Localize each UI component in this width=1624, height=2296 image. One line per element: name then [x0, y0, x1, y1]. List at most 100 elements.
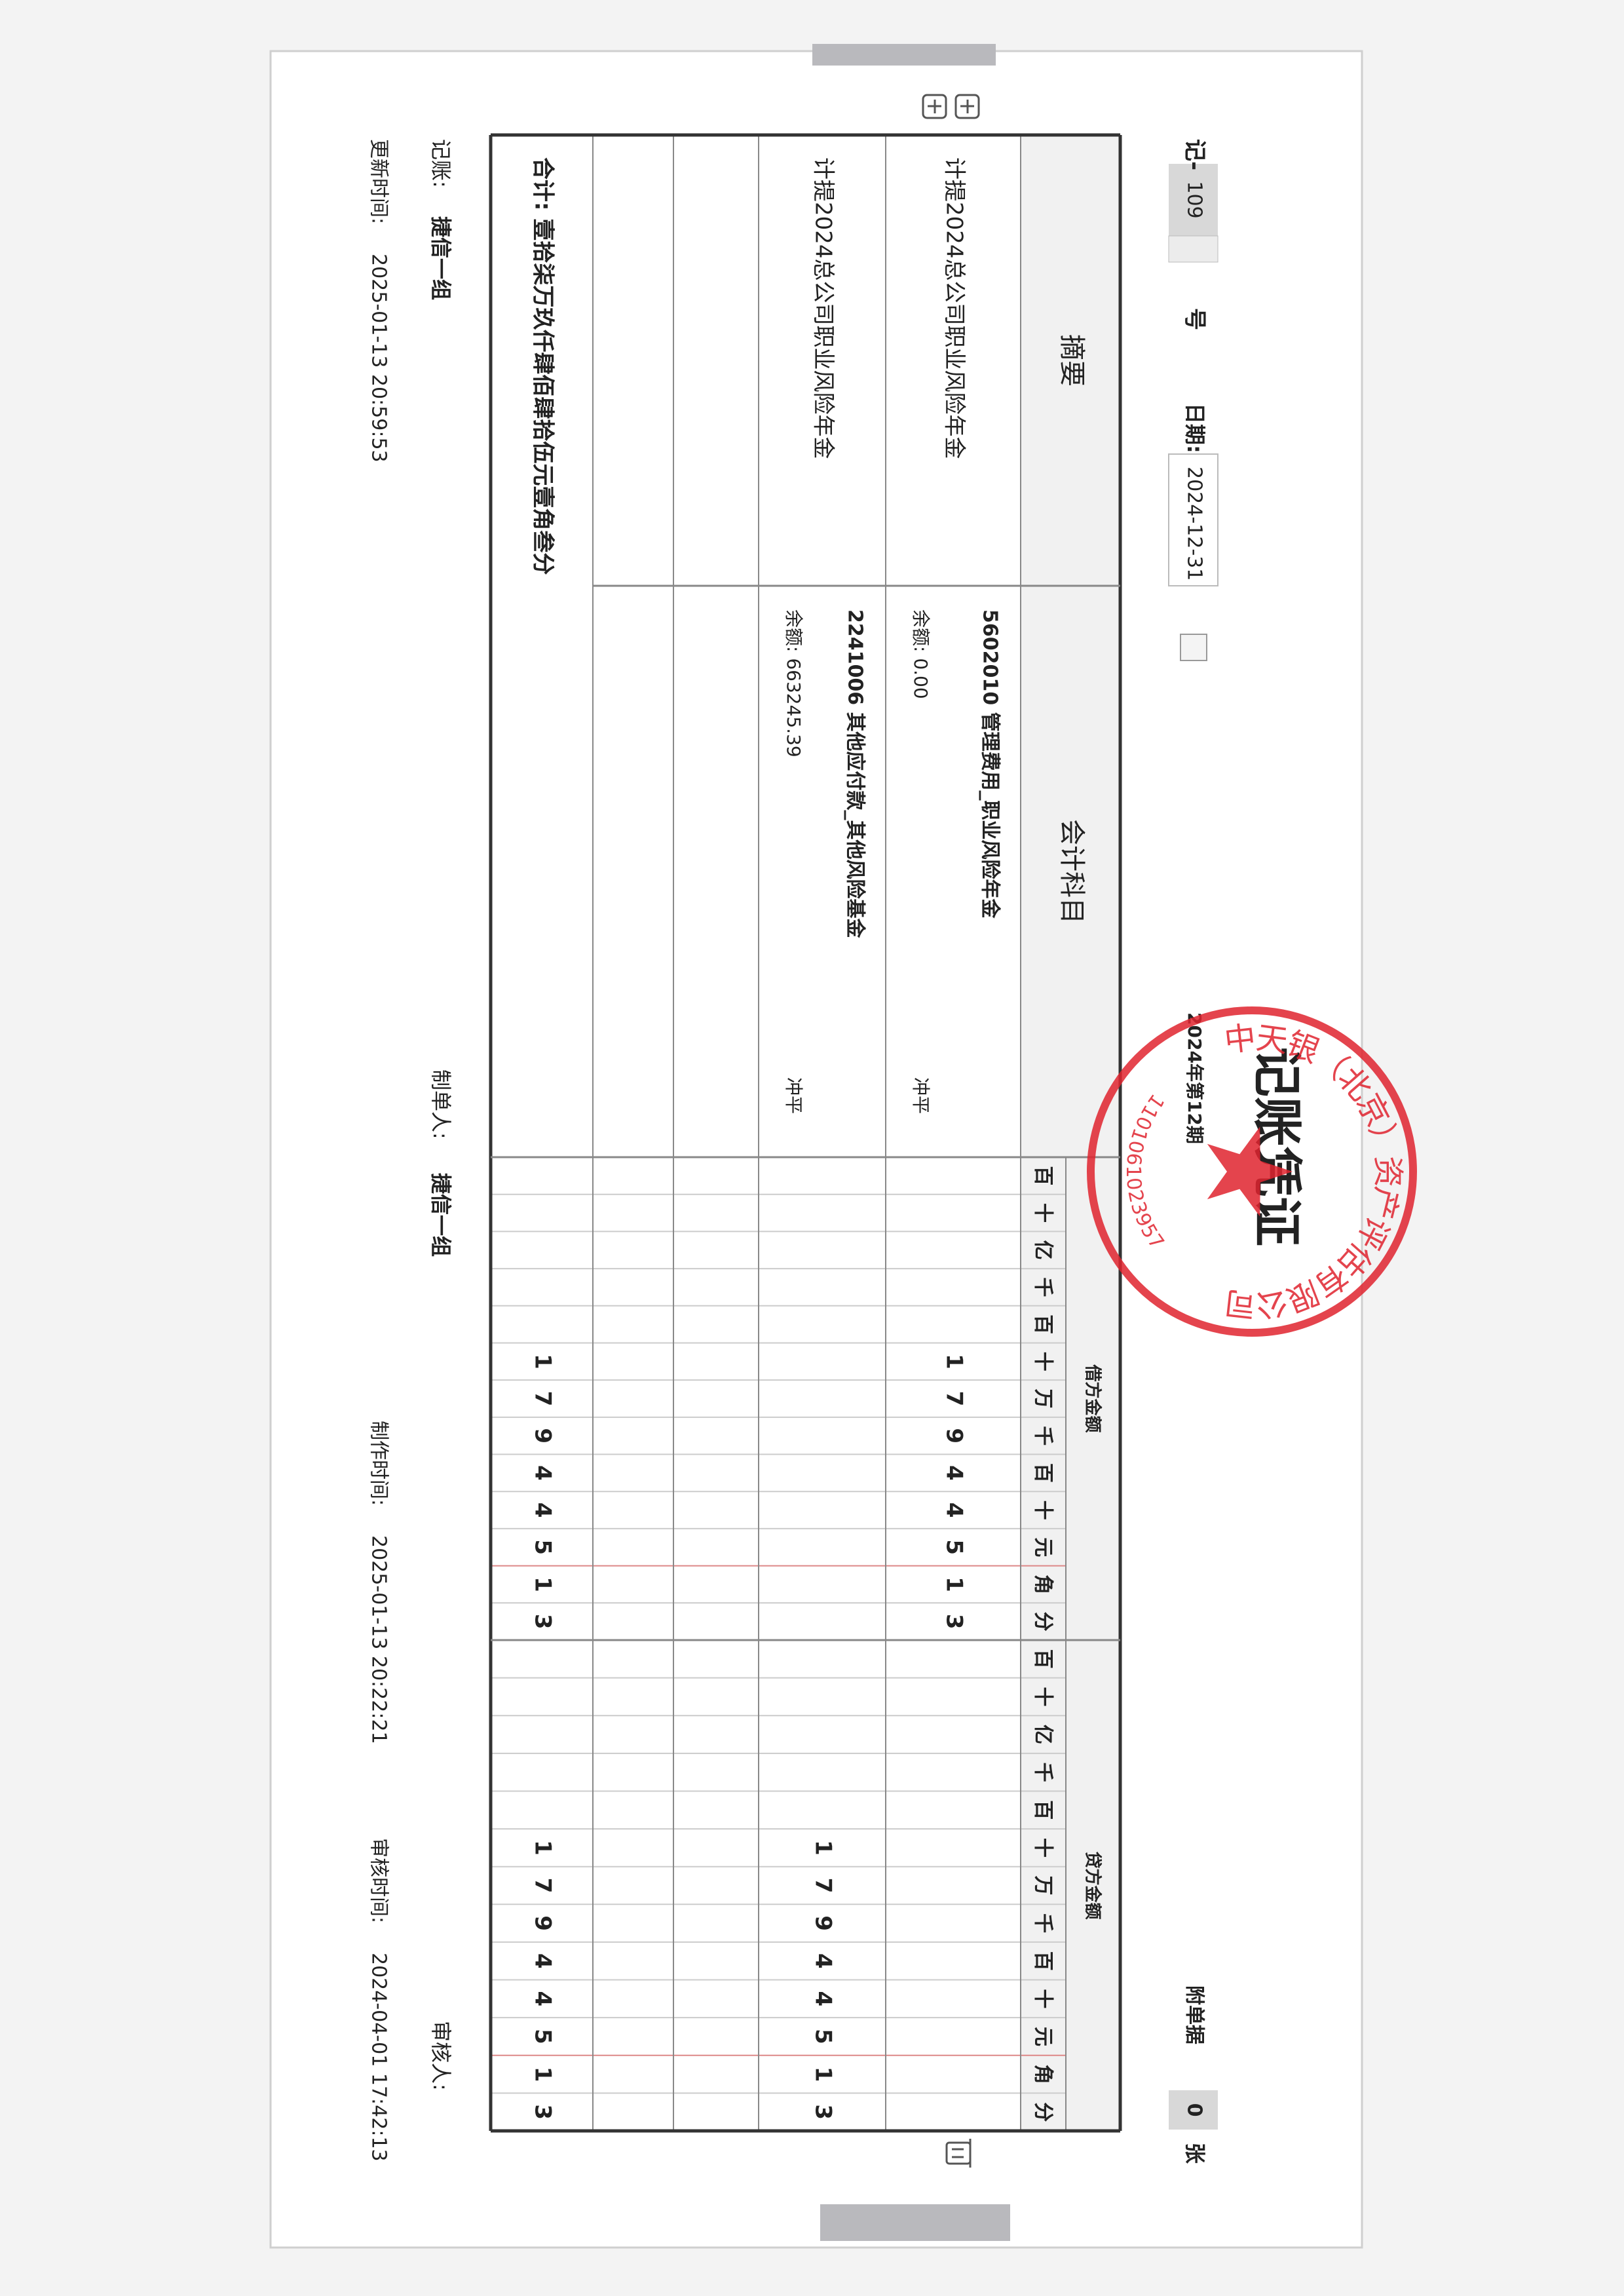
amount-digit: 1	[810, 2067, 837, 2082]
account-header: 会计科目	[1057, 819, 1087, 924]
amount-digit: 3	[810, 2104, 837, 2120]
digit-unit: 元	[1032, 1537, 1055, 1557]
maker: 捷信一组	[428, 1173, 453, 1257]
digit-unit: 万	[1032, 1389, 1055, 1409]
digit-unit: 百	[1032, 1463, 1055, 1483]
amount-digit: 7	[810, 1878, 837, 1894]
digit-unit: 亿	[1032, 1725, 1055, 1744]
attachments-label: 附单据	[1183, 1985, 1206, 2044]
amount-digit: 1	[530, 1354, 556, 1369]
total-text: 合计: 壹拾柒万玖仟肆佰肆拾伍元壹角叁分	[530, 157, 556, 575]
amount-digit: 1	[530, 1577, 556, 1592]
nav-down[interactable]	[820, 2204, 1010, 2241]
amount-digit: 4	[941, 1502, 968, 1518]
delete-icon[interactable]	[945, 2139, 972, 2168]
digit-unit: 百	[1032, 1951, 1055, 1971]
digit-unit: 分	[1032, 2102, 1055, 2122]
amount-digit: 1	[530, 2067, 556, 2082]
amount-digit: 1	[941, 1354, 968, 1369]
header-bg	[1021, 135, 1120, 2131]
digit-unit: 百	[1032, 1800, 1055, 1820]
digit-unit: 角	[1032, 1575, 1055, 1594]
debit-header: 借方金额	[1083, 1364, 1103, 1432]
amount-digit: 4	[530, 1502, 556, 1518]
date-label: 日期:	[1182, 403, 1207, 453]
account: 2241006 其他应付款_其他风险基金	[844, 609, 867, 939]
digit-unit: 亿	[1032, 1240, 1055, 1260]
amount-digit: 3	[530, 1614, 556, 1630]
reviewed: 2024-04-01 17:42:13	[368, 1953, 390, 2162]
amount-digit: 4	[530, 1465, 556, 1481]
bookkeeper-label: 记账:	[428, 139, 453, 188]
amount-digit: 3	[941, 1614, 968, 1630]
amount-digit: 4	[530, 1991, 556, 2007]
amount-digit: 7	[530, 1391, 556, 1407]
amount-digit: 5	[530, 1539, 556, 1555]
number: 109	[1183, 181, 1206, 218]
digit-unit: 元	[1032, 2027, 1055, 2046]
amount-digit: 1	[530, 1840, 556, 1856]
digit-unit: 角	[1032, 2065, 1055, 2084]
amount-digit: 4	[810, 1953, 837, 1969]
digit-unit: 十	[1032, 1501, 1055, 1520]
attachments-unit: 张	[1182, 2143, 1207, 2164]
credit-header: 贷方金额	[1083, 1851, 1103, 1919]
summary: 计提2024总公司职业风险年金	[941, 157, 968, 459]
digit-unit: 百	[1032, 1166, 1055, 1185]
stamp-ring	[1087, 1006, 1417, 1337]
prefix: 记-	[1182, 139, 1208, 170]
date: 2024-12-31	[1183, 467, 1206, 581]
digit-unit: 万	[1032, 1876, 1055, 1896]
balance: 余额: 0.00	[910, 609, 932, 699]
digit-unit: 十	[1032, 1989, 1055, 2008]
amount-digit: 9	[941, 1428, 968, 1444]
stamp-star	[1207, 1126, 1293, 1217]
amount-digit: 5	[530, 2029, 556, 2044]
amount-digit: 7	[530, 1878, 556, 1894]
amount-digit: 3	[530, 2104, 556, 2120]
amount-digit: 5	[941, 1539, 968, 1555]
date-box[interactable]	[1168, 453, 1218, 586]
amount-digit: 1	[941, 1577, 968, 1592]
digit-unit: 十	[1032, 1687, 1055, 1706]
add-icons[interactable]	[922, 94, 980, 119]
amount-digit: 5	[810, 2029, 837, 2044]
updated-label: 更新时间:	[368, 139, 390, 224]
balance: 余额: 663245.39	[783, 609, 804, 757]
updated: 2025-01-13 20:59:53	[368, 254, 390, 463]
number-spinner[interactable]	[1168, 235, 1218, 263]
status: 冲平	[783, 1077, 804, 1114]
created-label: 制作时间:	[368, 1421, 390, 1506]
created: 2025-01-13 20:22:21	[368, 1535, 390, 1744]
amount-digit: 1	[810, 1840, 837, 1856]
amount-digit: 9	[530, 1428, 556, 1444]
digit-unit: 千	[1032, 1763, 1055, 1782]
digit-unit: 分	[1032, 1612, 1055, 1632]
digit-unit: 百	[1032, 1649, 1055, 1669]
attachments-box[interactable]	[1169, 2090, 1218, 2130]
nav-up[interactable]	[812, 44, 996, 66]
amount-digit: 9	[810, 1915, 837, 1931]
bookkeeper: 捷信一组	[428, 216, 453, 300]
digit-unit: 十	[1032, 1203, 1055, 1223]
digit-unit: 十	[1032, 1838, 1055, 1858]
amount-digit: 4	[941, 1465, 968, 1481]
digit-unit: 十	[1032, 1352, 1055, 1371]
period: 2024年第12期	[1184, 1012, 1205, 1144]
summary: 计提2024总公司职业风险年金	[810, 157, 837, 459]
account: 5602010 管理费用_职业风险年金	[979, 609, 1002, 919]
status: 冲平	[910, 1077, 932, 1114]
digit-unit: 千	[1032, 1913, 1055, 1933]
amount-digit: 4	[530, 1953, 556, 1969]
attachments: 0	[1183, 2103, 1206, 2117]
calendar-icon[interactable]	[1180, 634, 1207, 661]
number-box[interactable]	[1169, 164, 1218, 236]
number-suffix: 号	[1182, 308, 1208, 330]
maker-label: 制单人:	[428, 1069, 453, 1139]
digit-unit: 千	[1032, 1426, 1055, 1445]
reviewer-label: 审核人:	[428, 2021, 453, 2091]
reviewed-label: 审核时间:	[368, 1838, 390, 1923]
